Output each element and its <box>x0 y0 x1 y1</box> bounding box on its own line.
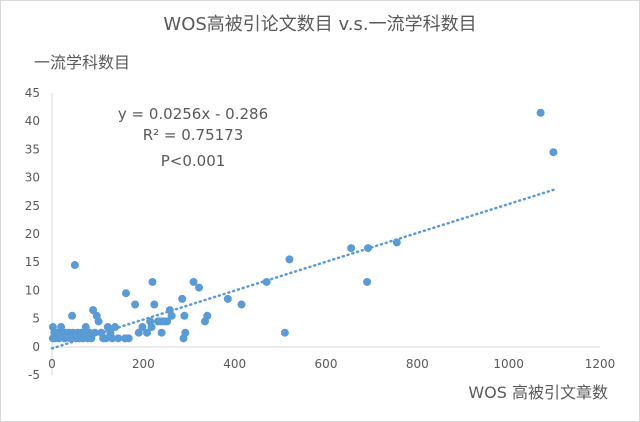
x-tick-label: 600 <box>315 357 338 371</box>
data-point <box>392 238 401 247</box>
y-tick-label: 5 <box>32 312 40 326</box>
data-points <box>48 108 558 343</box>
trendline-group <box>50 188 556 350</box>
x-tick-labels: 0 200 400 600 800 1000 1200 <box>48 357 615 371</box>
data-point <box>150 300 159 309</box>
data-point <box>124 334 133 343</box>
data-point <box>262 277 271 286</box>
r-squared-label: R² = 0.75173 <box>143 126 244 144</box>
data-point <box>223 294 232 303</box>
y-tick-label: 10 <box>25 283 40 297</box>
x-tick-label: 1200 <box>585 357 616 371</box>
data-point <box>68 311 77 320</box>
y-tick-label: 20 <box>25 227 40 241</box>
data-point <box>181 328 190 337</box>
y-tick-label: 0 <box>32 340 40 354</box>
chart-title: WOS高被引论文数目 v.s.一流学科数目 <box>163 14 476 35</box>
data-point <box>142 328 151 337</box>
data-point <box>237 300 246 309</box>
y-axis-label: 一流学科数目 <box>34 53 130 72</box>
data-point <box>195 283 204 292</box>
data-point <box>364 244 373 253</box>
data-point <box>280 328 289 337</box>
data-point <box>131 300 140 309</box>
data-point <box>189 277 198 286</box>
x-tick-label: 1000 <box>493 357 524 371</box>
y-tick-label: 25 <box>25 199 40 213</box>
data-point <box>536 108 545 117</box>
x-tick-label: 400 <box>223 357 246 371</box>
data-point <box>157 328 166 337</box>
y-tick-labels: 45 40 35 30 25 20 15 10 5 0 -5 <box>25 86 40 382</box>
data-point <box>101 334 110 343</box>
data-point <box>167 311 176 320</box>
data-point <box>347 244 356 253</box>
data-point <box>285 255 294 264</box>
data-point <box>111 323 120 332</box>
data-point <box>163 317 172 326</box>
data-point <box>94 317 103 326</box>
data-point <box>70 261 79 270</box>
y-tick-label: 40 <box>25 114 40 128</box>
data-point <box>90 328 99 337</box>
data-point <box>108 334 117 343</box>
y-tick-label: 30 <box>25 171 40 185</box>
x-axis-label: WOS 高被引文章数 <box>468 383 608 402</box>
y-tick-label: 15 <box>25 255 40 269</box>
y-tick-label: 35 <box>25 142 40 156</box>
data-point <box>138 323 147 332</box>
x-tick-label: 800 <box>406 357 429 371</box>
data-point <box>203 311 212 320</box>
data-point <box>114 334 123 343</box>
data-point <box>121 289 130 298</box>
data-point <box>180 311 189 320</box>
data-point <box>178 294 187 303</box>
trendline-equation: y = 0.0256x - 0.286 <box>118 105 268 123</box>
x-tick-label: 0 <box>48 357 56 371</box>
data-point <box>147 323 156 332</box>
data-point <box>363 277 372 286</box>
x-tick-label: 200 <box>132 357 155 371</box>
data-point <box>54 334 63 343</box>
data-point <box>148 277 157 286</box>
y-tick-label: -5 <box>28 368 40 382</box>
data-point <box>549 148 558 157</box>
y-tick-label: 45 <box>25 86 40 100</box>
p-value-label: P<0.001 <box>161 152 226 170</box>
trendline <box>50 188 556 350</box>
